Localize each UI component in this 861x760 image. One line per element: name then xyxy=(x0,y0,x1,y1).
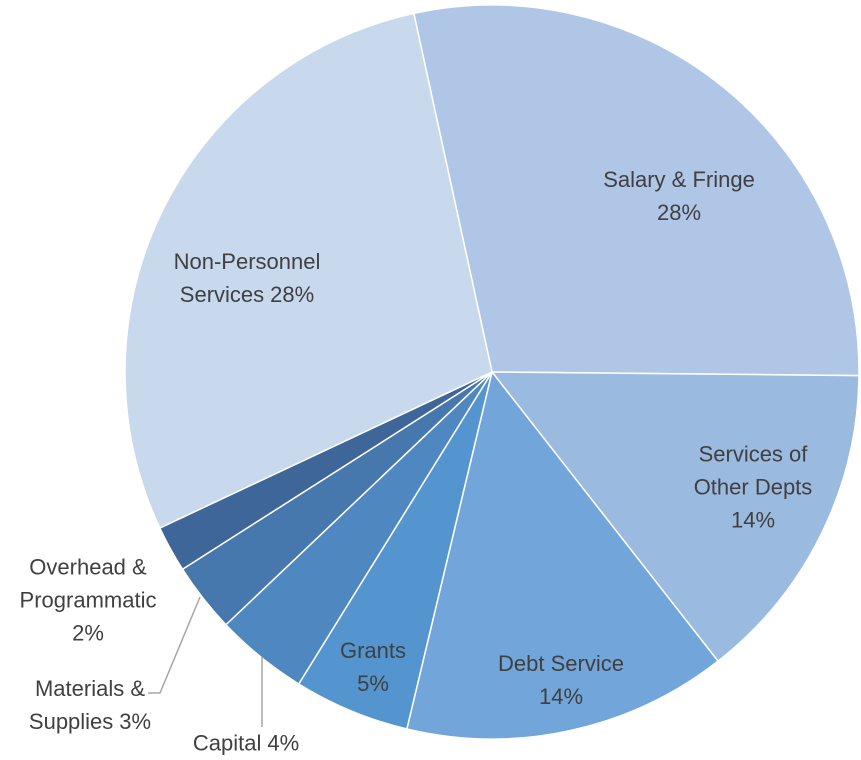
value-label: 2% xyxy=(72,620,104,646)
value-label: 14% xyxy=(538,684,584,709)
pie-slice xyxy=(124,12,493,530)
value-label: 3% xyxy=(119,709,152,734)
slice-label: Capital 4% xyxy=(166,727,326,760)
value-label: 28% xyxy=(656,200,702,225)
value-label: 28% xyxy=(270,282,315,307)
value-label: 4% xyxy=(267,730,300,756)
category-label: Capital xyxy=(192,730,262,756)
category-label: Debt Service xyxy=(498,651,624,676)
slice-label: Grants 5% xyxy=(323,634,423,700)
value-label: 14% xyxy=(730,507,776,533)
slice-label: Services of Other Depts 14% xyxy=(678,438,828,537)
slice-label: Overhead & Programmatic 2% xyxy=(8,551,168,650)
leader-line xyxy=(148,596,201,694)
category-label: Materials & Supplies xyxy=(28,676,146,734)
category-label: Non-Personnel Services xyxy=(173,249,321,307)
pie-slice xyxy=(405,370,720,740)
slice-label: Debt Service 14% xyxy=(476,647,646,713)
category-label: Overhead & Programmatic xyxy=(19,554,157,613)
slice-label: Materials & Supplies 3% xyxy=(10,672,170,738)
category-label: Grants xyxy=(339,638,407,663)
category-label: Services of Other Depts xyxy=(693,441,813,500)
slice-label: Salary & Fringe 28% xyxy=(579,163,779,229)
pie xyxy=(124,4,860,740)
pie-slice xyxy=(412,4,860,377)
slice-label: Non-Personnel Services 28% xyxy=(152,245,342,311)
pie-slice xyxy=(490,371,860,663)
category-label: Salary & Fringe xyxy=(603,167,755,192)
value-label: 5% xyxy=(357,671,389,696)
